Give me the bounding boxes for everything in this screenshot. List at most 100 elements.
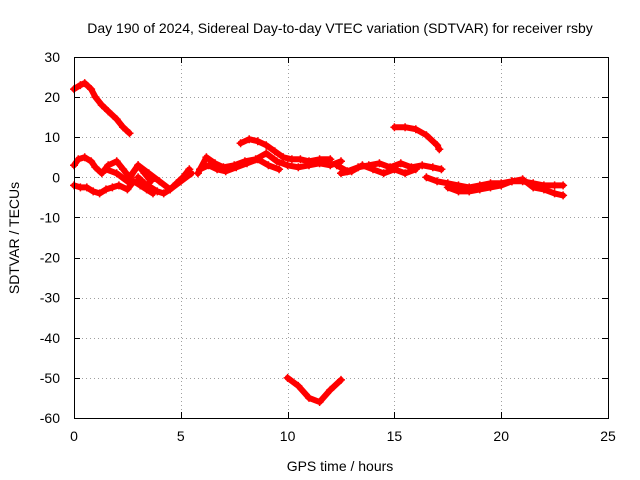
data-point [497, 181, 506, 190]
plot-frame [74, 57, 609, 419]
data-point [123, 185, 132, 194]
data-point [153, 187, 162, 196]
data-point [80, 79, 89, 88]
data-point [375, 159, 384, 168]
data-point [369, 165, 377, 174]
data-point [264, 161, 273, 170]
data-point [108, 183, 117, 192]
data-point [550, 181, 559, 190]
series-arc9 [283, 373, 345, 406]
data-point [428, 163, 437, 172]
data-point [465, 187, 474, 196]
data-point [422, 173, 431, 182]
data-point [390, 123, 399, 132]
data-point [315, 155, 324, 164]
data-point [518, 175, 527, 184]
x-tick-label: 10 [280, 428, 296, 444]
data-point [326, 155, 335, 164]
data-point [287, 155, 296, 164]
data-point [486, 183, 495, 192]
data-point [433, 177, 442, 186]
data-point [104, 107, 113, 116]
data-point [396, 159, 405, 168]
y-tick-label: -10 [40, 209, 60, 225]
data-point [326, 385, 335, 394]
series-arc11 [337, 161, 420, 178]
series-trace [284, 374, 344, 405]
series-arc8 [236, 135, 335, 166]
y-tick-label: -30 [40, 290, 60, 306]
data-point [146, 183, 155, 192]
data-point [411, 125, 420, 134]
data-point [123, 177, 132, 186]
data-point [114, 181, 123, 190]
data-point [401, 123, 410, 132]
data-point [172, 179, 181, 188]
data-point [283, 161, 292, 170]
data-point [102, 185, 110, 194]
data-point [80, 153, 89, 162]
x-tick-label: 25 [600, 428, 616, 444]
y-tick-label: -50 [40, 370, 60, 386]
data-point [454, 187, 463, 196]
data-point [112, 157, 121, 166]
series-arc5 [134, 165, 194, 198]
grid [74, 57, 608, 418]
data-point [422, 131, 431, 140]
data-point [270, 147, 279, 156]
data-point [358, 161, 367, 170]
chart-title: Day 190 of 2024, Sidereal Day-to-day VTE… [87, 20, 593, 36]
data-point [390, 165, 399, 174]
data-point [411, 165, 420, 174]
data-point [134, 161, 143, 170]
data-point [97, 101, 106, 110]
data-point [401, 169, 410, 178]
data-point [433, 141, 442, 150]
data-point [283, 373, 292, 382]
data-point [253, 137, 262, 146]
y-tick-label: 30 [44, 49, 60, 65]
series-arc12 [390, 123, 444, 154]
data-point [74, 155, 83, 164]
data-point [294, 163, 303, 172]
data-point [559, 181, 568, 190]
data-point [443, 183, 452, 192]
data-point [272, 157, 281, 166]
data-point [178, 173, 187, 182]
data-point [559, 191, 568, 200]
x-tick-label: 20 [493, 428, 509, 444]
data-point [140, 179, 149, 188]
data-point [95, 189, 104, 198]
data-point [262, 141, 271, 150]
data-point [204, 161, 213, 170]
data-point [418, 161, 427, 170]
data-point [232, 163, 241, 172]
y-axis-label: SDTVAR / TECUs [6, 182, 22, 294]
data-point [243, 159, 251, 168]
data-point [112, 115, 121, 124]
data-point [296, 155, 305, 164]
series-arc7 [196, 155, 284, 176]
axes: 0 5 10 15 20 25 -60 -50 -40 -30 -20 -10 0 10 20 30 [40, 49, 616, 444]
y-tick-label: 20 [44, 89, 60, 105]
data-point [119, 123, 128, 132]
data-point [144, 169, 153, 178]
data-point [475, 185, 484, 194]
data-point [294, 381, 303, 390]
data-point [275, 165, 284, 174]
data-point [245, 135, 254, 144]
data-point [102, 165, 110, 174]
data-point [347, 167, 356, 176]
data-point [337, 169, 345, 178]
data-point [196, 165, 204, 174]
data-point [305, 157, 313, 166]
data-point [87, 85, 96, 94]
data-point [550, 189, 559, 198]
data-point [435, 145, 444, 154]
y-tick-label: 0 [52, 169, 60, 185]
data-point [337, 375, 345, 384]
data-point [97, 169, 106, 178]
data-point [134, 173, 143, 182]
data-point [125, 129, 134, 138]
